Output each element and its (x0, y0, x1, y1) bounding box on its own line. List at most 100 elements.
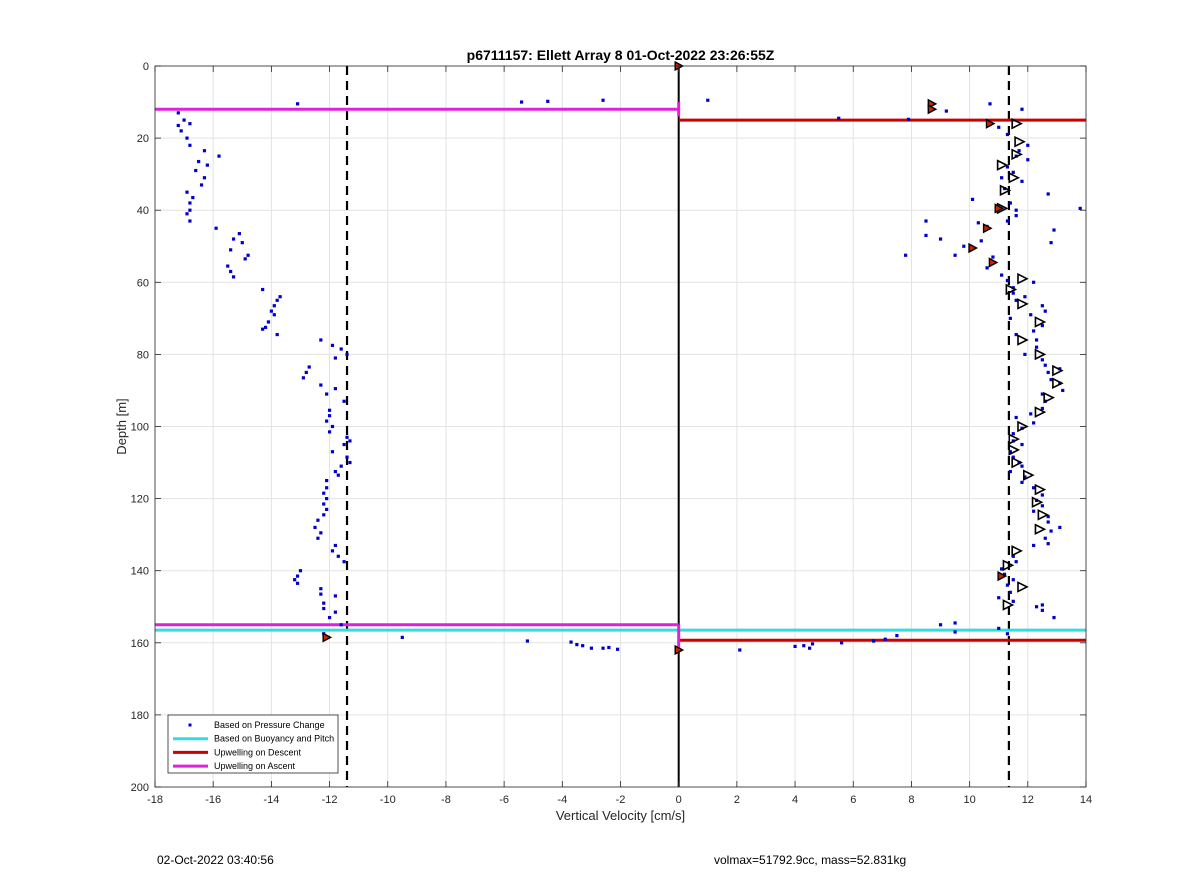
red-triangle-marker (997, 570, 1008, 582)
data-point (307, 365, 311, 369)
data-point (1020, 442, 1024, 447)
data-point (295, 581, 300, 585)
data-point (199, 183, 204, 187)
triangle-marker (1037, 509, 1050, 521)
data-point (1032, 543, 1036, 548)
data-point (330, 343, 335, 347)
data-point (924, 233, 928, 238)
legend-label: Based on Buoyancy and Pitch (214, 734, 334, 744)
data-point (336, 554, 340, 558)
data-point (1011, 554, 1015, 558)
data-point (1046, 520, 1050, 524)
triangle-marker (1034, 523, 1047, 536)
data-point (1046, 192, 1050, 196)
data-point (226, 264, 230, 268)
triangle-markers (322, 60, 1064, 656)
data-point (322, 502, 326, 506)
legend-swatch-dot (188, 723, 192, 727)
data-point (924, 219, 928, 223)
data-point (333, 469, 337, 474)
x-tick-label: -16 (205, 794, 221, 806)
data-point (188, 122, 192, 126)
data-point (1046, 542, 1050, 546)
x-tick-label: 10 (964, 794, 976, 806)
y-axis-title: Depth [m] (114, 398, 129, 454)
data-point (1040, 358, 1044, 362)
legend-label: Upwelling on Descent (214, 747, 302, 757)
data-point (1002, 572, 1007, 576)
x-tick-label: -2 (616, 794, 626, 806)
data-point (231, 275, 236, 279)
data-point (202, 176, 207, 180)
data-point (1020, 464, 1024, 468)
red-triangle-marker (322, 632, 333, 643)
red-triangle-marker (927, 104, 938, 115)
data-point (261, 327, 265, 331)
triangle-marker (1034, 406, 1047, 418)
data-point (400, 635, 404, 639)
data-point (275, 332, 279, 337)
data-point (316, 536, 320, 540)
data-point (895, 633, 899, 638)
data-point (979, 239, 983, 243)
data-point (293, 578, 297, 582)
data-point (1000, 567, 1004, 571)
triangle-marker (1034, 316, 1047, 328)
data-point (191, 195, 195, 200)
data-point (313, 525, 317, 530)
data-point (194, 168, 198, 173)
data-point (601, 646, 605, 650)
y-tick-label: 60 (137, 277, 149, 289)
data-point (301, 376, 305, 380)
legend: Based on Pressure Change Based on Buoyanc… (167, 714, 339, 774)
data-point (188, 219, 192, 223)
x-tick-label: 8 (908, 794, 914, 806)
triangle-marker (1002, 599, 1015, 611)
data-point (997, 125, 1001, 129)
y-tick-label: 120 (131, 494, 149, 506)
data-point (325, 507, 329, 512)
triangle-marker (1023, 469, 1035, 481)
data-point (904, 253, 908, 257)
x-tick-label: -8 (441, 794, 451, 806)
data-point (985, 266, 989, 270)
grid-lines (154, 65, 1087, 788)
triangle-marker (1008, 444, 1021, 456)
data-point (330, 549, 335, 553)
data-point (1008, 316, 1012, 320)
data-point (1040, 504, 1044, 508)
data-point (327, 414, 332, 418)
data-point (275, 298, 279, 302)
data-point (325, 478, 329, 483)
data-point (1008, 590, 1012, 594)
y-tick-label: 20 (137, 133, 149, 145)
data-point (1014, 560, 1018, 564)
data-point (325, 419, 329, 423)
data-point (1005, 165, 1010, 169)
data-point (327, 615, 332, 620)
data-point (348, 439, 352, 443)
data-point (1014, 298, 1018, 302)
data-point (330, 450, 335, 454)
data-point (217, 154, 221, 158)
data-point (1023, 475, 1027, 479)
data-point (1032, 509, 1036, 513)
legend-label: Upwelling on Ascent (214, 761, 296, 771)
x-tick-label: 4 (792, 794, 798, 806)
data-point (1049, 529, 1053, 533)
x-tick-label: -4 (557, 794, 567, 806)
data-point (342, 442, 346, 447)
data-point (944, 109, 948, 113)
data-point (327, 408, 332, 412)
triangle-marker (1011, 117, 1023, 130)
data-point (1005, 278, 1010, 283)
data-point (1008, 469, 1012, 474)
data-point (197, 159, 201, 164)
data-point (840, 641, 844, 645)
data-point (953, 630, 957, 634)
data-point (202, 149, 207, 153)
triangle-marker (1011, 456, 1023, 469)
data-point (185, 136, 189, 140)
data-point (261, 287, 265, 292)
data-point (269, 309, 273, 313)
